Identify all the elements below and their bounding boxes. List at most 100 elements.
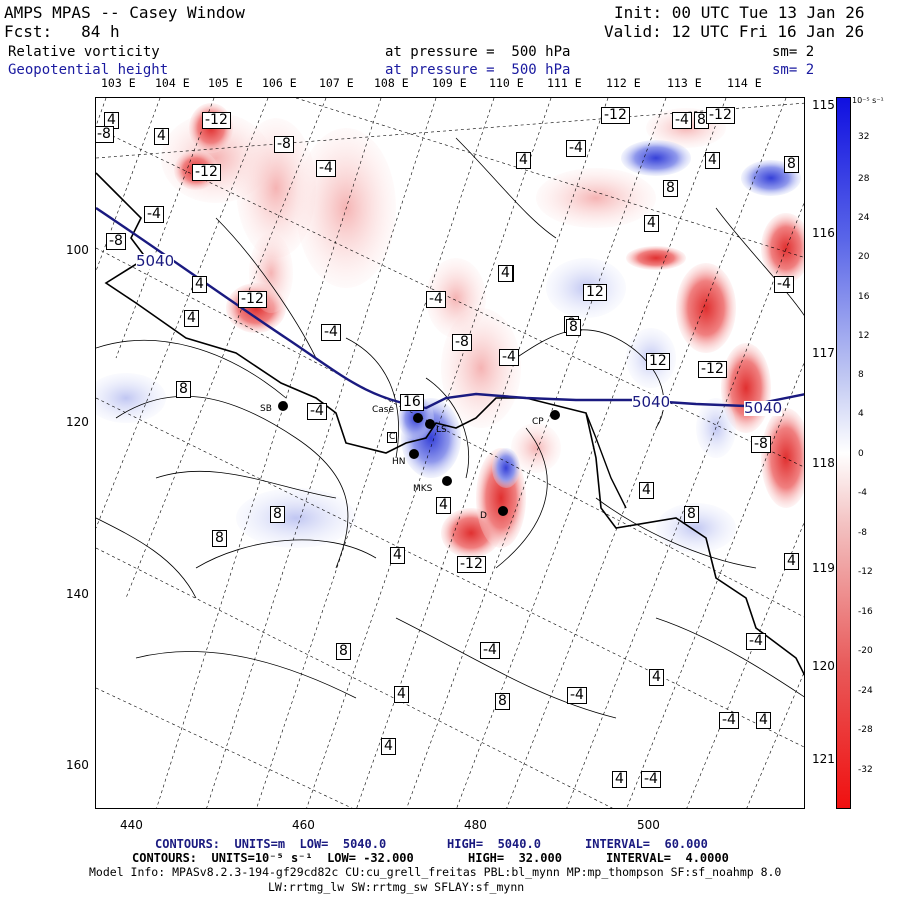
map-graphics [96, 98, 804, 808]
x-tick: 480 [464, 818, 487, 832]
station-label: CP [532, 417, 544, 427]
contour-label: 8 [176, 381, 191, 398]
contour-label: -4 [316, 160, 336, 177]
coastline [585, 412, 627, 509]
lon-label: 104 E [155, 76, 190, 90]
colorbar-tick: 24 [858, 213, 870, 223]
y-tick: 140 [66, 587, 89, 601]
colorbar-tick: 16 [858, 292, 870, 302]
x-tick: 440 [120, 818, 143, 832]
station-label: C [387, 432, 398, 443]
contour-label: 4 [184, 310, 199, 327]
map-plot: 4 -12 -8 -4 4 -8 -12 -4 -8 -12 4 4 -12 8… [95, 97, 805, 809]
contour-label: 4 [436, 497, 451, 514]
contour-label: -8 [96, 126, 114, 143]
contour-label: -4 [672, 112, 692, 129]
contour-label: 12 [646, 353, 670, 370]
footer-height-interval: INTERVAL= 60.000 [585, 837, 708, 851]
contour-label: 4 [649, 669, 664, 686]
height-label: 5040 [744, 399, 783, 417]
contour-label: 12 [583, 284, 607, 301]
contour-label: -12 [706, 107, 735, 124]
colorbar-tick: -12 [858, 567, 873, 577]
init-time: Init: 00 UTC Tue 13 Jan 26 [614, 3, 865, 22]
contour-label: -4 [641, 771, 661, 788]
vorticity-contours [96, 137, 804, 719]
contour-label: 4 [612, 771, 627, 788]
colorbar [836, 97, 851, 809]
contour-label: 4 [192, 276, 207, 293]
field1-smoothing: sm= 2 [772, 44, 815, 60]
y-tick: 120 [66, 415, 89, 429]
footer-model-info-2: LW:rrtmg_lw SW:rrtmg_sw SFLAY:sf_mynn [268, 880, 525, 894]
coastline [96, 172, 804, 676]
chart-title: AMPS MPAS -- Casey Window [4, 3, 245, 22]
lon-label: 111 E [547, 76, 582, 90]
colorbar-tick: -28 [858, 725, 873, 735]
colorbar-tick: 8 [858, 370, 864, 380]
station-label: LS [436, 425, 447, 435]
colorbar-unit: 10⁻⁵ s⁻¹ [852, 96, 884, 105]
footer-vort-high: HIGH= 32.000 [468, 851, 562, 865]
lon-label: 113 E [667, 76, 702, 90]
station-label: HN [392, 457, 406, 467]
contour-label: -12 [457, 556, 486, 573]
contour-label: 8 [495, 693, 510, 710]
lon-label: 105 E [208, 76, 243, 90]
contour-label: -8 [106, 233, 126, 250]
contour-label: -4 [426, 291, 446, 308]
contour-label: 8 [270, 506, 285, 523]
lon-label: 110 E [489, 76, 524, 90]
contour-label: -12 [192, 164, 221, 181]
lat-lon-grid [96, 98, 804, 808]
contour-label: 4 [381, 738, 396, 755]
lon-label: 112 E [606, 76, 641, 90]
station-markers [278, 401, 560, 516]
contour-label: 4 [756, 712, 771, 729]
contour-label: 8 [212, 530, 227, 547]
footer-vort-interval: INTERVAL= 4.0000 [606, 851, 729, 865]
footer-height-high: HIGH= 5040.0 [447, 837, 541, 851]
contour-label: -4 [480, 642, 500, 659]
x-tick: 500 [637, 818, 660, 832]
contour-label: -4 [774, 276, 794, 293]
contour-label: -12 [601, 107, 630, 124]
contour-label: 4 [516, 152, 531, 169]
contour-label: -4 [567, 687, 587, 704]
contour-label: 8 [663, 180, 678, 197]
lon-label: 107 E [319, 76, 354, 90]
contour-label: -8 [274, 136, 294, 153]
station-label: SB [260, 404, 272, 414]
contour-label: 4 [784, 553, 799, 570]
y-tick: 100 [66, 243, 89, 257]
contour-label: -4 [499, 349, 519, 366]
height-label: 5040 [632, 393, 671, 411]
contour-label: -12 [202, 112, 231, 129]
valid-time: Valid: 12 UTC Fri 16 Jan 26 [604, 22, 865, 41]
colorbar-tick: 28 [858, 174, 870, 184]
field2-name: Geopotential height [8, 62, 169, 78]
contour-label: 4 [644, 215, 659, 232]
contour-label: 8 [694, 112, 709, 129]
height-label: 5040 [136, 252, 175, 270]
contour-label: 8 [784, 156, 799, 173]
contour-label: 4 [154, 128, 169, 145]
contour-label: -4 [566, 140, 586, 157]
colorbar-tick: -16 [858, 607, 873, 617]
field2-smoothing: sm= 2 [772, 62, 815, 78]
contour-label: -12 [698, 361, 727, 378]
contour-label: 4 [394, 686, 409, 703]
lon-label: 103 E [101, 76, 136, 90]
colorbar-tick: 0 [858, 449, 864, 459]
station-label: Case [372, 405, 395, 415]
contour-label: 4 [705, 152, 720, 169]
field1-level: at pressure = 500 hPa [385, 44, 571, 60]
colorbar-tick: 32 [858, 132, 870, 142]
footer-height-contours: CONTOURS: UNITS=m LOW= 5040.0 [155, 837, 387, 851]
contour-label: 4 [390, 547, 405, 564]
y-tick: 160 [66, 758, 89, 772]
forecast-hour: Fcst: 84 h [4, 22, 120, 41]
colorbar-tick: -24 [858, 686, 873, 696]
lon-label: 106 E [262, 76, 297, 90]
footer-vort-contours: CONTOURS: UNITS=10⁻⁵ s⁻¹ LOW= -32.000 [132, 851, 414, 865]
